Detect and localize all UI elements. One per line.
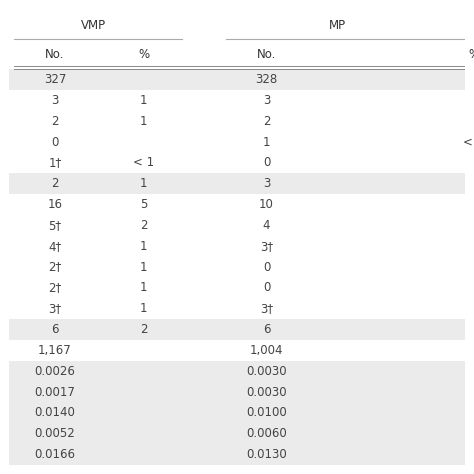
Bar	[9, 340, 465, 361]
Text: 0.0052: 0.0052	[35, 427, 75, 440]
Bar	[9, 132, 465, 153]
Bar	[9, 90, 465, 111]
Text: 0: 0	[51, 136, 59, 148]
Text: 5: 5	[140, 198, 147, 211]
Text: 327: 327	[44, 73, 66, 86]
Text: 3: 3	[51, 94, 59, 107]
Text: 2: 2	[140, 323, 147, 336]
Text: 0.0100: 0.0100	[246, 406, 287, 419]
Text: 0.0166: 0.0166	[35, 448, 75, 461]
Bar	[9, 444, 465, 465]
Text: 5†: 5†	[48, 219, 62, 232]
Bar	[9, 69, 465, 90]
Text: 0.0017: 0.0017	[35, 385, 75, 399]
Bar	[9, 256, 465, 277]
Text: 10: 10	[259, 198, 274, 211]
Text: 1: 1	[140, 302, 147, 315]
Text: 1: 1	[140, 177, 147, 190]
Text: 0.0140: 0.0140	[35, 406, 75, 419]
Bar	[9, 236, 465, 256]
Text: 3: 3	[263, 177, 270, 190]
Text: 0.0030: 0.0030	[246, 365, 287, 378]
Bar	[9, 423, 465, 444]
Bar	[9, 298, 465, 319]
Text: 6: 6	[51, 323, 59, 336]
Text: 4: 4	[263, 219, 270, 232]
Bar	[9, 194, 465, 215]
Text: 6: 6	[263, 323, 270, 336]
Text: 2: 2	[51, 177, 59, 190]
Text: 1,167: 1,167	[38, 344, 72, 357]
Text: No.: No.	[46, 48, 64, 61]
Text: 0: 0	[263, 261, 270, 273]
Text: 3†: 3†	[260, 240, 273, 253]
Text: 3: 3	[263, 94, 270, 107]
Bar	[9, 402, 465, 423]
Text: 3†: 3†	[48, 302, 62, 315]
Text: 16: 16	[47, 198, 63, 211]
Bar	[9, 111, 465, 132]
Text: < 1: < 1	[133, 156, 154, 169]
Text: 2: 2	[140, 219, 147, 232]
Bar	[9, 361, 465, 382]
Text: 0: 0	[263, 282, 270, 294]
Text: 1†: 1†	[48, 156, 62, 169]
Text: 1: 1	[140, 115, 147, 128]
Text: 2: 2	[263, 115, 270, 128]
Bar	[9, 319, 465, 340]
Text: 328: 328	[255, 73, 278, 86]
Text: 2: 2	[51, 115, 59, 128]
Text: 0.0030: 0.0030	[246, 385, 287, 399]
Text: 0.0130: 0.0130	[246, 448, 287, 461]
Bar	[9, 153, 465, 173]
Text: 2†: 2†	[48, 282, 62, 294]
Text: VMP: VMP	[81, 18, 106, 32]
Text: < 1: < 1	[463, 136, 474, 148]
Text: 1: 1	[140, 261, 147, 273]
Bar	[9, 277, 465, 298]
Text: 1: 1	[140, 282, 147, 294]
Text: 1: 1	[140, 240, 147, 253]
Text: MP: MP	[328, 18, 346, 32]
Text: 3†: 3†	[260, 302, 273, 315]
Bar	[9, 382, 465, 402]
Text: %: %	[138, 48, 149, 61]
Text: 2†: 2†	[48, 261, 62, 273]
Text: No.: No.	[257, 48, 276, 61]
Text: 0.0026: 0.0026	[35, 365, 75, 378]
Text: 0.0060: 0.0060	[246, 427, 287, 440]
Text: %: %	[468, 48, 474, 61]
Bar	[9, 173, 465, 194]
Text: 1: 1	[140, 94, 147, 107]
Text: 4†: 4†	[48, 240, 62, 253]
Bar	[9, 215, 465, 236]
Text: 0: 0	[263, 156, 270, 169]
Text: 1,004: 1,004	[250, 344, 283, 357]
Text: 1: 1	[263, 136, 270, 148]
